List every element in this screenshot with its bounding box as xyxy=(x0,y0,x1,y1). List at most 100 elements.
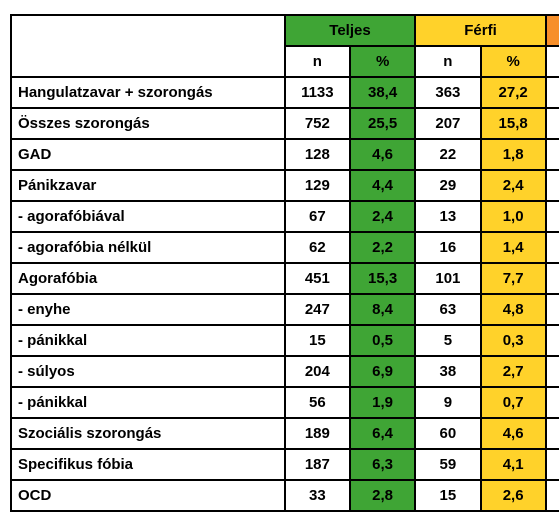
table-row: - pánikkal150,550,31 xyxy=(11,325,559,356)
cell-teljes-n: 67 xyxy=(285,201,350,232)
cell-teljes-n: 56 xyxy=(285,387,350,418)
cell-ferfi-p: 7,7 xyxy=(481,263,546,294)
cell-teljes-n: 187 xyxy=(285,449,350,480)
cell-ferfi-n: 207 xyxy=(415,108,480,139)
cell-ferfi-p: 1,8 xyxy=(481,139,546,170)
group-ferfi: Férfi xyxy=(415,15,546,46)
sub-teljes-n: n xyxy=(285,46,350,77)
cell-cut-n: 54 xyxy=(546,108,559,139)
cell-ferfi-p: 2,7 xyxy=(481,356,546,387)
cell-teljes-p: 1,9 xyxy=(350,387,415,418)
cell-teljes-n: 128 xyxy=(285,139,350,170)
row-label: - pánikkal xyxy=(11,387,285,418)
cell-ferfi-p: 1,0 xyxy=(481,201,546,232)
table-row: Pánikzavar1294,4292,410 xyxy=(11,170,559,201)
row-label: GAD xyxy=(11,139,285,170)
cell-teljes-p: 6,3 xyxy=(350,449,415,480)
table-row: - enyhe2478,4634,818 xyxy=(11,294,559,325)
cell-ferfi-p: 0,7 xyxy=(481,387,546,418)
cell-ferfi-n: 60 xyxy=(415,418,480,449)
row-label: Agorafóbia xyxy=(11,263,285,294)
cell-teljes-p: 0,5 xyxy=(350,325,415,356)
cell-ferfi-n: 9 xyxy=(415,387,480,418)
table-row: - agorafóbiával672,4131,05 xyxy=(11,201,559,232)
row-label: Pánikzavar xyxy=(11,170,285,201)
cell-cut-n: 10 xyxy=(546,170,559,201)
cell-ferfi-n: 59 xyxy=(415,449,480,480)
row-label: Hangulatzavar + szorongás xyxy=(11,77,285,108)
table-row: Szociális szorongás1896,4604,612 xyxy=(11,418,559,449)
row-label: - súlyos xyxy=(11,356,285,387)
cell-cut-n: 35 xyxy=(546,263,559,294)
table-row: - pánikkal561,990,74 xyxy=(11,387,559,418)
table-row: OCD332,8152,61 xyxy=(11,480,559,511)
cell-ferfi-p: 1,4 xyxy=(481,232,546,263)
cell-cut-n: 12 xyxy=(546,418,559,449)
cell-teljes-n: 451 xyxy=(285,263,350,294)
table-row: Specifikus fóbia1876,3594,112 xyxy=(11,449,559,480)
cell-teljes-n: 33 xyxy=(285,480,350,511)
cell-ferfi-p: 4,6 xyxy=(481,418,546,449)
cell-ferfi-n: 5 xyxy=(415,325,480,356)
table-row: Hangulatzavar + szorongás113338,436327,2… xyxy=(11,77,559,108)
row-label: Összes szorongás xyxy=(11,108,285,139)
cell-teljes-p: 2,8 xyxy=(350,480,415,511)
cell-cut-n: 18 xyxy=(546,294,559,325)
cell-cut-n: 4 xyxy=(546,387,559,418)
table-body: Hangulatzavar + szorongás113338,436327,2… xyxy=(11,77,559,511)
row-label: - agorafóbia nélkül xyxy=(11,232,285,263)
cell-teljes-p: 6,9 xyxy=(350,356,415,387)
group-header-row: Teljes Férfi xyxy=(11,15,559,46)
table-row: Agorafóbia45115,31017,735 xyxy=(11,263,559,294)
cell-ferfi-p: 2,6 xyxy=(481,480,546,511)
table-row: - agorafóbia nélkül622,2161,44 xyxy=(11,232,559,263)
cell-cut-n: 10 xyxy=(546,139,559,170)
cell-ferfi-p: 4,8 xyxy=(481,294,546,325)
cell-teljes-n: 129 xyxy=(285,170,350,201)
cell-cut-n: 10 xyxy=(546,356,559,387)
corner-cell xyxy=(11,15,285,77)
group-cut xyxy=(546,15,559,46)
data-table: Teljes Férfi n % n % n Hangulatzavar + s… xyxy=(10,14,559,512)
table-row: Összes szorongás75225,520715,854 xyxy=(11,108,559,139)
table-row: GAD1284,6221,810 xyxy=(11,139,559,170)
sub-cut-n: n xyxy=(546,46,559,77)
cell-cut-n: 4 xyxy=(546,232,559,263)
cell-ferfi-p: 15,8 xyxy=(481,108,546,139)
cell-teljes-n: 247 xyxy=(285,294,350,325)
sub-ferfi-p: % xyxy=(481,46,546,77)
cell-ferfi-n: 13 xyxy=(415,201,480,232)
cell-teljes-p: 25,5 xyxy=(350,108,415,139)
cell-teljes-n: 62 xyxy=(285,232,350,263)
cell-teljes-p: 38,4 xyxy=(350,77,415,108)
cell-cut-n: 5 xyxy=(546,201,559,232)
cell-cut-n: 77 xyxy=(546,77,559,108)
cell-ferfi-n: 101 xyxy=(415,263,480,294)
table-row: - súlyos2046,9382,710 xyxy=(11,356,559,387)
cell-ferfi-p: 4,1 xyxy=(481,449,546,480)
cell-teljes-p: 4,6 xyxy=(350,139,415,170)
cell-teljes-p: 15,3 xyxy=(350,263,415,294)
row-label: Szociális szorongás xyxy=(11,418,285,449)
sub-ferfi-n: n xyxy=(415,46,480,77)
cell-ferfi-n: 29 xyxy=(415,170,480,201)
row-label: - pánikkal xyxy=(11,325,285,356)
row-label: Specifikus fóbia xyxy=(11,449,285,480)
row-label: - enyhe xyxy=(11,294,285,325)
cell-teljes-p: 2,2 xyxy=(350,232,415,263)
cell-teljes-n: 1133 xyxy=(285,77,350,108)
cell-cut-n: 1 xyxy=(546,480,559,511)
cell-ferfi-n: 38 xyxy=(415,356,480,387)
row-label: - agorafóbiával xyxy=(11,201,285,232)
cell-ferfi-n: 16 xyxy=(415,232,480,263)
cell-teljes-n: 752 xyxy=(285,108,350,139)
cell-cut-n: 12 xyxy=(546,449,559,480)
cell-ferfi-n: 15 xyxy=(415,480,480,511)
cell-ferfi-n: 63 xyxy=(415,294,480,325)
cell-teljes-n: 204 xyxy=(285,356,350,387)
table-head: Teljes Férfi n % n % n xyxy=(11,15,559,77)
cell-ferfi-n: 363 xyxy=(415,77,480,108)
cell-ferfi-n: 22 xyxy=(415,139,480,170)
row-label: OCD xyxy=(11,480,285,511)
cell-teljes-p: 6,4 xyxy=(350,418,415,449)
